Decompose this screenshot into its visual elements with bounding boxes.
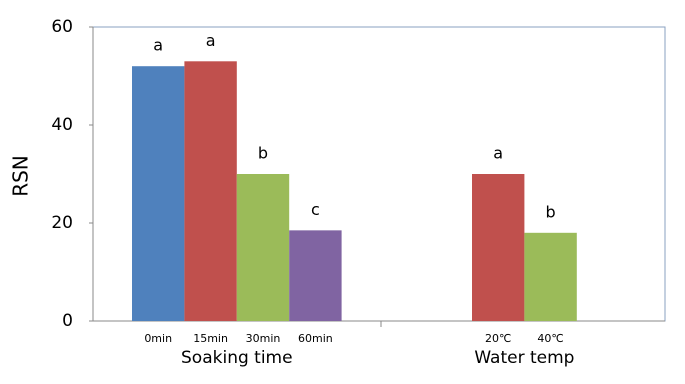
x-tick-label: 0min xyxy=(144,332,172,345)
y-tick-label: 0 xyxy=(62,311,73,331)
significance-letter: a xyxy=(153,36,163,55)
bar xyxy=(472,174,525,321)
bar xyxy=(289,230,342,321)
y-axis-label: RSN xyxy=(9,155,33,197)
y-tick-label: 60 xyxy=(51,17,73,37)
significance-letter: a xyxy=(206,31,216,50)
x-tick-label: 30min xyxy=(246,332,281,345)
x-tick-label: 20℃ xyxy=(485,332,511,345)
y-tick-label: 40 xyxy=(51,115,73,135)
x-tick-label: 15min xyxy=(193,332,228,345)
bar xyxy=(184,61,237,322)
y-tick-label: 20 xyxy=(51,213,73,233)
bar xyxy=(236,174,290,321)
group-label: Soaking time xyxy=(181,348,293,368)
x-tick-label: 60min xyxy=(298,332,333,345)
significance-letter: b xyxy=(258,144,268,163)
bar xyxy=(524,232,577,321)
group-label: Water temp xyxy=(474,348,574,368)
x-tick-label: 40℃ xyxy=(537,332,563,345)
significance-letter: b xyxy=(546,202,556,221)
significance-letter: a xyxy=(493,144,503,163)
bar xyxy=(132,66,185,321)
significance-letter: c xyxy=(311,200,320,219)
